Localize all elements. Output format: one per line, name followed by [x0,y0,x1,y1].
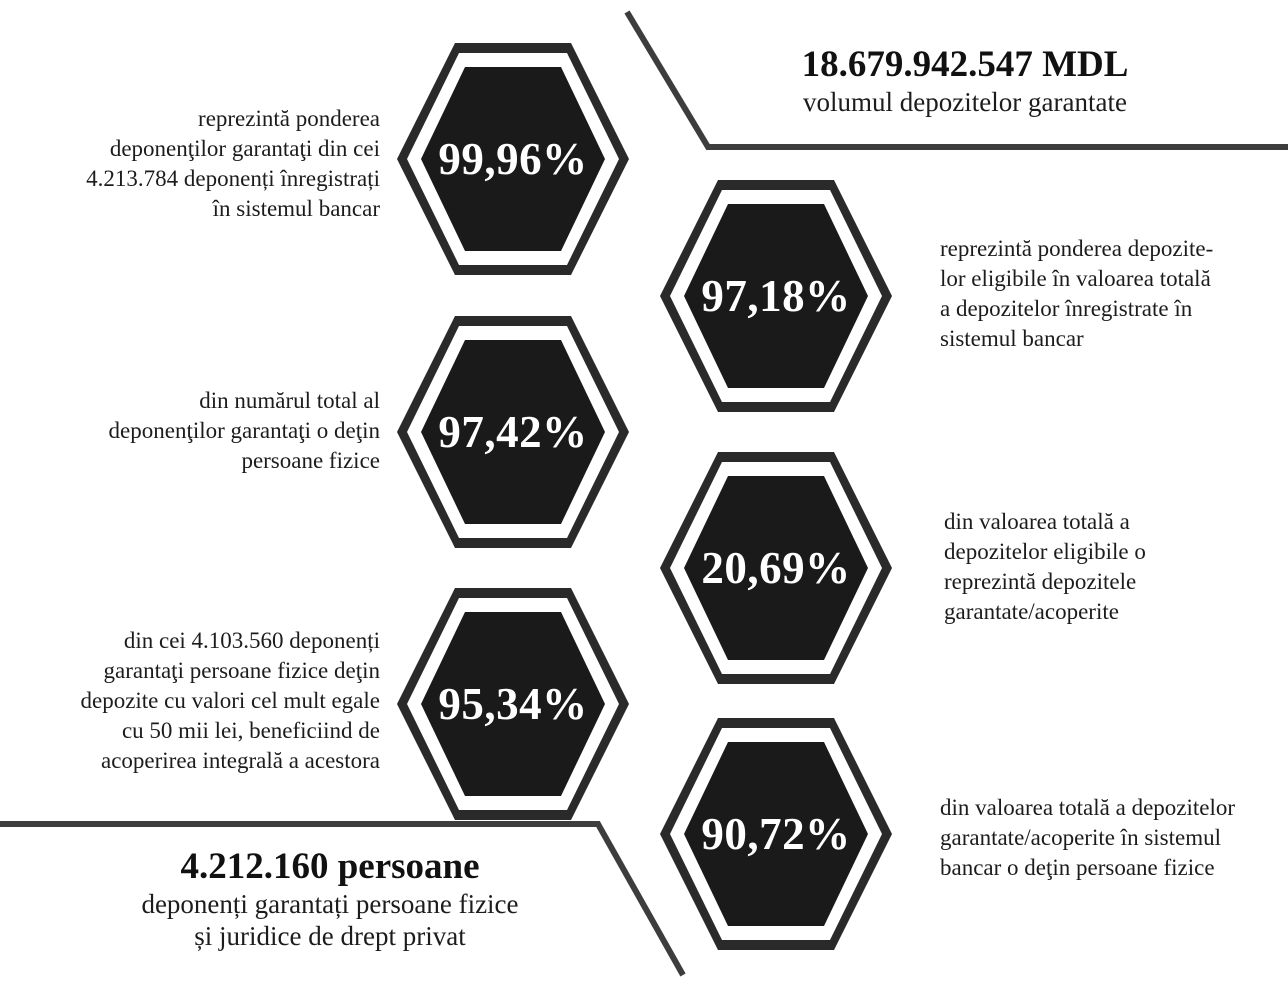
description-line: sistemul bancar [940,326,1084,351]
left-description-2: din numărul total al deponenţilor garant… [0,386,380,476]
left-description-3: din cei 4.103.560 deponenți garantaţi pe… [0,626,380,776]
description-line: deponenţilor garantaţi o deţin [108,418,380,443]
description-line: reprezintă ponderea [198,106,380,131]
hexagon-value: 20,69% [701,543,851,593]
description-line: din numărul total al [199,388,380,413]
hexagon-value: 99,96% [438,134,588,184]
description-line: reprezintă depozitele [944,569,1137,594]
hexagon-shape [397,43,629,275]
description-line: din valoarea totală a depozitelor [940,795,1236,820]
hexagon-shape [660,452,892,684]
bottom-summary: 4.212.160 persoane deponenți garantați p… [40,846,620,952]
description-line: a depozitelor înregistrate în [940,296,1193,321]
description-line: garantate/acoperite [944,599,1119,624]
bottom-summary-value: 4.212.160 persoane [180,846,480,887]
left-description-1: reprezintă ponderea deponenţilor garanta… [0,104,380,224]
hexagon-left-3: 95,34% [397,588,629,820]
description-line: din valoarea totală a [944,509,1130,534]
description-line: depozite cu valori cel mult egale [80,688,380,713]
bottom-summary-label-line1: deponenți garantați persoane fizice [141,889,519,919]
description-line: garantaţi persoane fizice deţin [103,658,381,683]
hexagon-value: 90,72% [701,809,851,859]
description-line: lor eligibile în valoarea totală [940,266,1211,291]
hexagon-right-1: 97,18% [660,180,892,412]
description-line: deponenţilor garantaţi din cei [109,136,380,161]
hexagon-value: 95,34% [438,679,588,729]
description-line: bancar o deţin persoane fizice [940,855,1215,880]
hexagon-shape [660,180,892,412]
bottom-divider-line [0,821,686,977]
top-summary: 18.679.942.547 MDL volumul depozitelor g… [740,44,1190,118]
right-description-2: din valoarea totală a depozitelor eligib… [944,507,1288,627]
description-line: 4.213.784 deponenți înregistrați [86,166,380,191]
hexagon-shape [397,316,629,548]
right-description-3: din valoarea totală a depozitelor garant… [940,793,1285,883]
hexagon-value: 97,42% [438,407,588,457]
hexagon-right-2: 20,69% [660,452,892,684]
description-line: persoane fizice [241,448,380,473]
description-line: garantate/acoperite în sistemul [940,825,1221,850]
hexagon-value: 97,18% [701,271,851,321]
description-line: depozitelor eligibile o [944,539,1146,564]
top-divider-line [624,10,1288,150]
top-summary-label: volumul depozitelor garantate [803,87,1127,117]
hexagon-shape [660,718,892,950]
hexagon-right-3: 90,72% [660,718,892,950]
description-line: acoperirea integrală a acestora [101,748,380,773]
hexagon-left-1: 99,96% [397,43,629,275]
hexagon-left-2: 97,42% [397,316,629,548]
description-line: din cei 4.103.560 deponenți [123,628,380,653]
description-line: reprezintă ponderea depozite- [940,236,1214,261]
bottom-summary-label-line2: și juridice de drept privat [194,921,466,951]
hexagon-shape [397,588,629,820]
top-summary-value: 18.679.942.547 MDL [801,44,1129,85]
description-line: cu 50 mii lei, beneficiind de [121,718,380,743]
description-line: în sistemul bancar [212,196,380,221]
right-description-1: reprezintă ponderea depozite- lor eligib… [940,234,1285,354]
